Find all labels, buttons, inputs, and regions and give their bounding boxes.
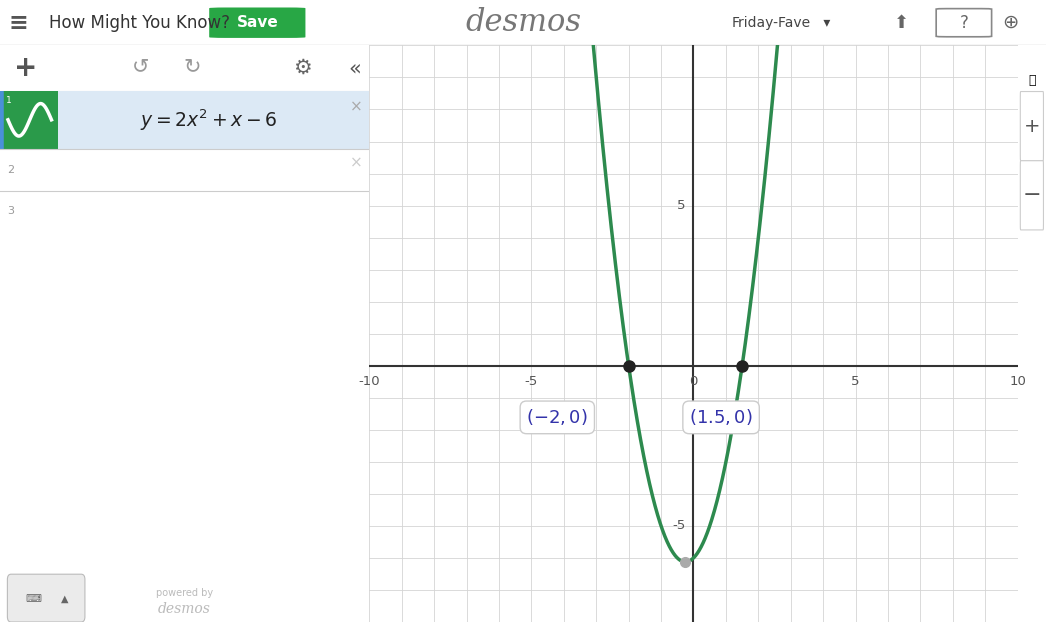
Text: 10: 10: [1009, 374, 1026, 388]
Text: 🔧: 🔧: [1028, 73, 1036, 86]
Text: 0: 0: [689, 374, 698, 388]
Text: ×: ×: [350, 100, 363, 114]
Text: Save: Save: [236, 15, 278, 30]
Text: ×: ×: [350, 156, 363, 171]
FancyBboxPatch shape: [1020, 91, 1044, 160]
Text: -5: -5: [673, 519, 685, 532]
FancyBboxPatch shape: [1020, 160, 1044, 230]
Text: 1: 1: [6, 96, 13, 105]
FancyBboxPatch shape: [209, 7, 305, 38]
Text: 2: 2: [6, 165, 14, 175]
Text: ↻: ↻: [183, 56, 201, 76]
Text: desmos: desmos: [158, 601, 211, 616]
Text: ⌨: ⌨: [25, 593, 41, 603]
FancyBboxPatch shape: [0, 91, 369, 149]
Text: ⬆: ⬆: [894, 14, 909, 32]
Text: ⊕: ⊕: [1002, 13, 1019, 32]
Text: ▾: ▾: [819, 16, 831, 30]
Text: 3: 3: [7, 207, 14, 216]
Text: −: −: [1023, 185, 1041, 205]
Text: ▲: ▲: [61, 593, 68, 603]
Text: 5: 5: [851, 374, 860, 388]
Text: -10: -10: [359, 374, 380, 388]
Text: «: «: [348, 58, 361, 78]
FancyBboxPatch shape: [1, 91, 59, 149]
Text: -5: -5: [525, 374, 538, 388]
Text: $(1.5, 0)$: $(1.5, 0)$: [689, 407, 753, 427]
Text: +: +: [15, 54, 38, 82]
Text: How Might You Know?: How Might You Know?: [49, 14, 230, 32]
Text: ≡: ≡: [9, 11, 28, 35]
FancyBboxPatch shape: [7, 574, 85, 622]
Text: ?: ?: [960, 14, 969, 32]
Text: desmos: desmos: [465, 7, 581, 38]
Text: Friday-Fave: Friday-Fave: [731, 16, 811, 30]
Text: +: +: [1024, 117, 1040, 136]
Text: $(-2, 0)$: $(-2, 0)$: [526, 407, 588, 427]
Text: ⚙: ⚙: [293, 58, 312, 78]
Text: $y = 2x^2 + x - 6$: $y = 2x^2 + x - 6$: [140, 107, 277, 132]
Text: ↺: ↺: [132, 56, 150, 76]
Text: 5: 5: [677, 199, 685, 212]
Text: powered by: powered by: [156, 588, 213, 598]
